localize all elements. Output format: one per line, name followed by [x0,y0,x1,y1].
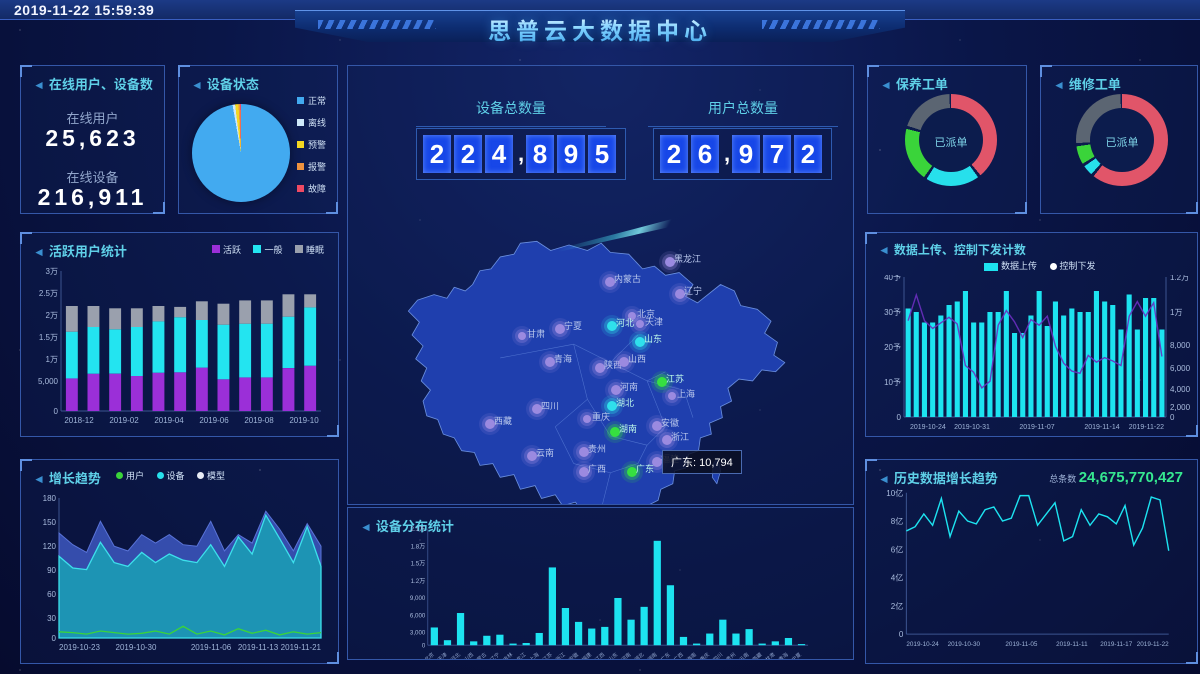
svg-text:4亿: 4亿 [891,573,904,583]
svg-text:3万: 3万 [46,267,58,276]
svg-text:1万: 1万 [1170,308,1182,317]
svg-text:0: 0 [54,407,59,416]
svg-text:3,000: 3,000 [410,630,426,637]
svg-text:2019-10-30: 2019-10-30 [948,641,981,648]
svg-text:西藏: 西藏 [750,650,763,660]
svg-text:山东: 山东 [606,650,619,660]
svg-text:2019-10-24: 2019-10-24 [906,641,939,648]
svg-text:2.5万: 2.5万 [39,289,58,298]
svg-text:青海: 青海 [777,650,790,660]
svg-text:福建: 福建 [580,650,593,660]
svg-text:天津: 天津 [436,651,448,660]
svg-text:广西: 广西 [672,650,685,660]
svg-text:2019-11-07: 2019-11-07 [1019,424,1054,431]
svg-text:1.5万: 1.5万 [39,333,58,342]
svg-text:0: 0 [422,643,426,650]
svg-text:0: 0 [1170,413,1175,422]
svg-text:2019-11-21: 2019-11-21 [281,643,322,652]
svg-text:2019-02: 2019-02 [109,416,139,425]
svg-text:2019-04: 2019-04 [154,416,184,425]
svg-text:2019-08: 2019-08 [244,416,274,425]
svg-text:1万: 1万 [46,355,58,364]
svg-text:0: 0 [899,630,904,639]
svg-text:2019-10-30: 2019-10-30 [116,643,157,652]
svg-text:上海: 上海 [527,650,540,660]
svg-text:2万: 2万 [46,311,58,320]
svg-text:2019-11-05: 2019-11-05 [1005,641,1037,648]
svg-text:2019-11-17: 2019-11-17 [1100,641,1132,648]
svg-text:30: 30 [47,614,56,623]
svg-text:2018-12: 2018-12 [64,416,94,425]
svg-text:湖南: 湖南 [646,650,659,660]
svg-text:2019-11-11: 2019-11-11 [1056,641,1088,648]
svg-text:6,000: 6,000 [1170,364,1191,373]
svg-text:6,000: 6,000 [410,612,426,619]
svg-text:贵州: 贵州 [724,650,737,660]
svg-text:1.8万: 1.8万 [411,543,426,550]
svg-text:2019-11-06: 2019-11-06 [191,643,232,652]
svg-text:5,000: 5,000 [38,377,59,386]
svg-text:北京: 北京 [423,650,436,660]
svg-text:20予: 20予 [884,343,901,352]
svg-text:2019-11-14: 2019-11-14 [1084,424,1119,431]
svg-text:河北: 河北 [449,650,463,660]
svg-text:甘肃: 甘肃 [764,650,777,660]
svg-text:1.2万: 1.2万 [411,578,426,585]
svg-text:2019-10-23: 2019-10-23 [59,643,100,652]
svg-text:10亿: 10亿 [886,488,903,498]
svg-text:30予: 30予 [884,308,901,317]
svg-text:60: 60 [47,590,56,599]
svg-text:8亿: 8亿 [891,516,904,526]
svg-text:2019-11-13: 2019-11-13 [238,643,279,652]
svg-text:0: 0 [897,413,902,422]
svg-text:四川: 四川 [712,651,724,660]
svg-text:广东: 广东 [659,650,672,660]
svg-text:山西: 山西 [462,650,475,660]
svg-text:辽宁: 辽宁 [488,650,501,660]
svg-text:2019-10-31: 2019-10-31 [954,424,990,431]
svg-text:江西: 江西 [594,651,606,660]
svg-text:宁夏: 宁夏 [790,650,803,660]
svg-text:4,000: 4,000 [1170,385,1191,394]
svg-text:2亿: 2亿 [891,601,904,611]
svg-text:2019-10-24: 2019-10-24 [910,424,946,431]
svg-text:2019-10: 2019-10 [289,416,319,425]
svg-text:江苏: 江苏 [541,650,554,660]
svg-text:1.2万: 1.2万 [1170,275,1189,282]
svg-text:1.5万: 1.5万 [411,561,426,568]
svg-text:2.1万: 2.1万 [411,526,426,533]
svg-text:150: 150 [43,518,57,527]
svg-text:120: 120 [43,542,57,551]
svg-text:2,000: 2,000 [1170,403,1191,412]
svg-text:云南: 云南 [737,650,750,660]
svg-text:180: 180 [43,494,57,503]
svg-text:8,000: 8,000 [1170,341,1191,350]
svg-text:湖北: 湖北 [632,650,646,660]
svg-text:10予: 10予 [884,378,901,387]
svg-text:安徽: 安徽 [567,650,581,660]
svg-text:9,000: 9,000 [410,595,426,602]
svg-text:6亿: 6亿 [891,544,904,554]
svg-text:2019-11-22: 2019-11-22 [1137,641,1169,648]
svg-text:吉林: 吉林 [501,650,514,660]
svg-text:河南: 河南 [619,650,632,660]
svg-text:0: 0 [52,634,57,643]
svg-text:40予: 40予 [884,275,901,282]
svg-text:2019-11-22: 2019-11-22 [1129,424,1164,431]
svg-text:海南: 海南 [685,650,698,660]
svg-text:重庆: 重庆 [698,650,711,660]
svg-text:浙江: 浙江 [554,650,567,660]
svg-text:2019-06: 2019-06 [199,416,229,425]
svg-text:90: 90 [47,566,56,575]
